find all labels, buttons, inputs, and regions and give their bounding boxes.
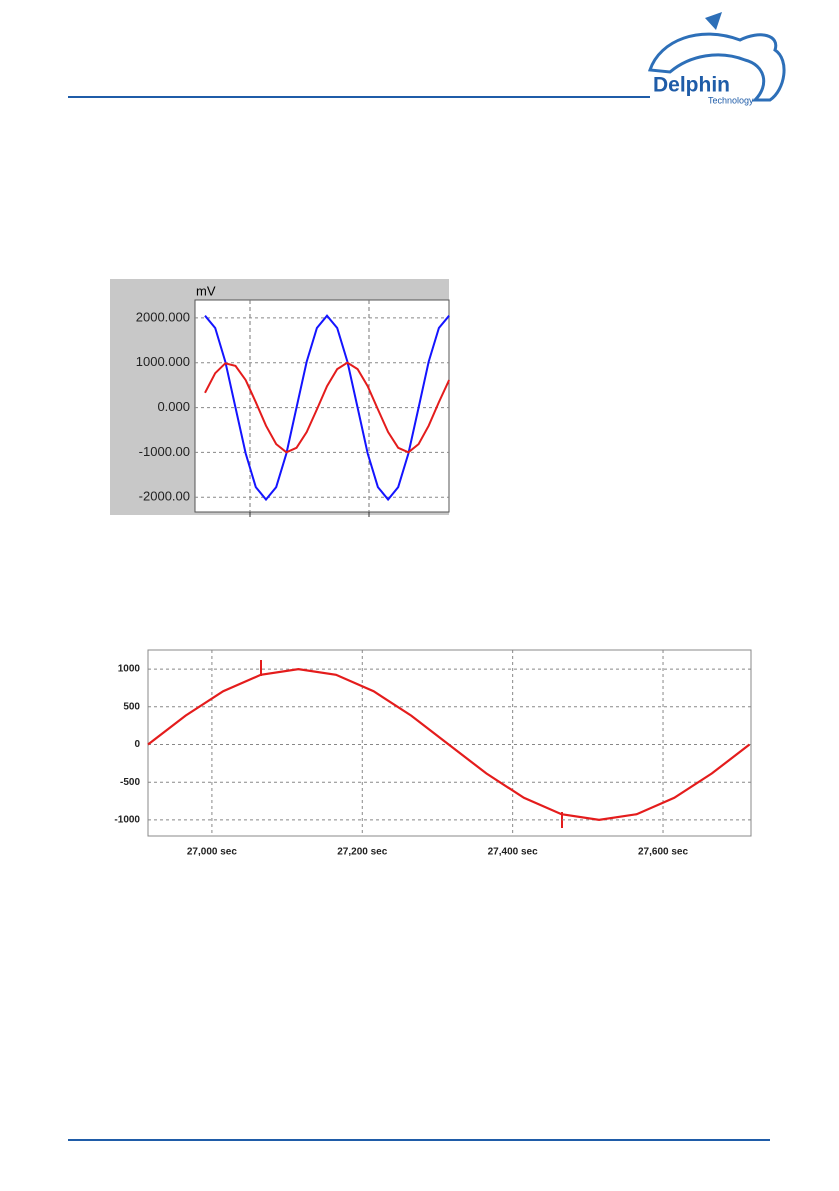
series-line <box>147 667 751 822</box>
y-tick-label: -2000.00 <box>139 489 190 504</box>
logo: Delphin Technology <box>647 12 786 105</box>
y-axis-label: mV <box>196 283 216 298</box>
y-tick-label: 500 <box>123 701 140 712</box>
y-tick-label: 0 <box>134 739 140 750</box>
plot-area <box>147 649 752 837</box>
y-tick-label: 1000 <box>118 664 141 675</box>
y-tick-label: 2000.000 <box>136 309 190 324</box>
logo-subtitle: Technology <box>708 95 754 105</box>
logo-title: Delphin <box>653 74 730 97</box>
x-tick-label: 27,200 sec <box>337 847 387 858</box>
y-tick-label: -1000.00 <box>139 444 190 459</box>
plot-area <box>194 299 450 513</box>
logo-fin <box>705 12 722 30</box>
series-line <box>204 314 450 502</box>
y-tick-label: 1000.000 <box>136 354 190 369</box>
chart-1: mV 2000.000 1000.000 0.000 -1000.00 -2000.00 <box>110 279 451 517</box>
logo-dolphin <box>647 32 786 102</box>
x-tick-label: 27,400 sec <box>488 847 538 858</box>
x-tick-label: 27,000 sec <box>187 847 237 858</box>
y-tick-label: 0.000 <box>157 399 190 414</box>
y-tick-label: -500 <box>120 777 140 788</box>
y-tick-label: -1000 <box>114 815 140 826</box>
series-line <box>204 361 451 454</box>
chart-2: 1000 500 0 -500 -1000 27,000 sec 27,200 sec 27,… <box>114 649 752 858</box>
x-tick-label: 27,600 sec <box>638 847 688 858</box>
